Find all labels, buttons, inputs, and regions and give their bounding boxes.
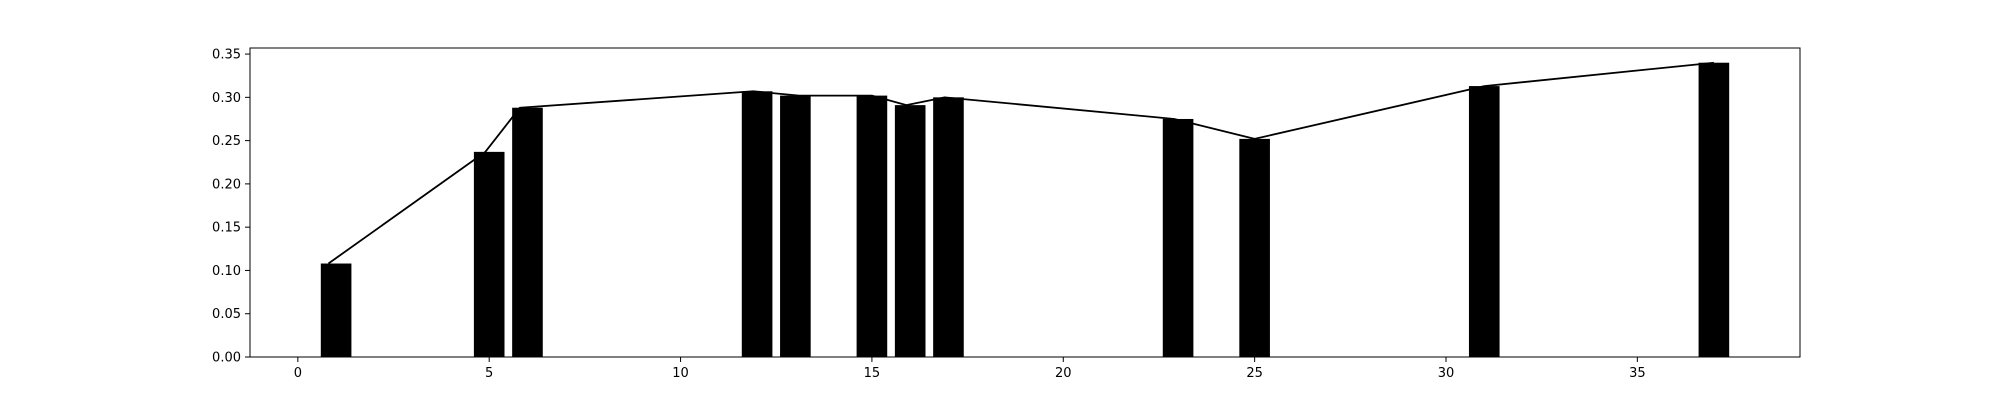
bar-1: [473, 151, 505, 357]
bar-10: [1468, 86, 1500, 357]
bar-8: [1162, 118, 1194, 357]
bar-2: [512, 107, 543, 357]
y-tick-label-0: 0.00: [212, 351, 241, 366]
y-tick-label-3: 0.15: [212, 221, 241, 236]
y-tick-label-7: 0.35: [212, 48, 241, 63]
x-tick-label-4: 20: [1055, 366, 1072, 381]
x-tick-label-6: 30: [1438, 366, 1455, 381]
bar-0: [320, 263, 352, 357]
bar-3: [741, 91, 773, 357]
y-tick-label-2: 0.10: [212, 264, 241, 279]
x-tick-label-7: 35: [1629, 366, 1646, 381]
bars-layer: [320, 62, 1730, 358]
bar-4: [780, 95, 811, 357]
x-tick-label-3: 15: [864, 366, 881, 381]
axes-layer: 0 5 10 15 20 25 30 35 0.00 0.05 0.10 0.15 0.20 0.25 0.…: [212, 47, 1801, 381]
bar-7: [933, 97, 964, 358]
x-tick-label-2: 10: [672, 366, 689, 381]
bar-11: [1698, 62, 1730, 357]
y-tick-label-1: 0.05: [212, 307, 241, 322]
bar-6: [894, 105, 926, 357]
y-tick-label-5: 0.25: [212, 134, 241, 149]
x-tick-label-1: 5: [485, 366, 493, 381]
bar-5: [856, 95, 888, 357]
y-tick-label-4: 0.20: [212, 177, 241, 192]
line-layer: [327, 61, 1714, 265]
bar-9: [1239, 138, 1270, 357]
series-line: [327, 61, 1714, 265]
x-tick-label-0: 0: [294, 366, 302, 381]
x-tick-label-5: 25: [1246, 366, 1263, 381]
y-tick-label-6: 0.30: [212, 91, 241, 106]
axes-frame: [249, 47, 1801, 358]
